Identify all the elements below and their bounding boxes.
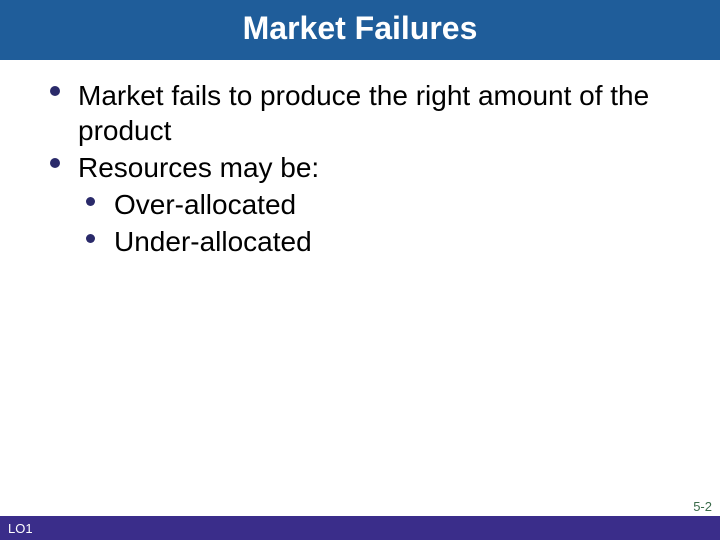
bullet-icon — [86, 234, 95, 243]
bullet-text: Over-allocated — [114, 189, 296, 220]
bullet-icon — [86, 197, 95, 206]
bullet-level1: Resources may be: — [50, 150, 690, 185]
bullet-text: Market fails to produce the right amount… — [78, 80, 649, 146]
bullet-text: Resources may be: — [78, 152, 319, 183]
bullet-level1: Market fails to produce the right amount… — [50, 78, 690, 148]
page-number: 5-2 — [693, 499, 712, 514]
footer-label: LO1 — [8, 521, 33, 536]
content-area: Market fails to produce the right amount… — [0, 60, 720, 259]
footer-bar — [0, 516, 720, 540]
bullet-text: Under-allocated — [114, 226, 312, 257]
bullet-icon — [50, 158, 60, 168]
bullet-level2: Over-allocated — [86, 187, 690, 222]
bullet-level2: Under-allocated — [86, 224, 690, 259]
bullet-icon — [50, 86, 60, 96]
title-bar: Market Failures — [0, 0, 720, 60]
slide: Market Failures Market fails to produce … — [0, 0, 720, 540]
